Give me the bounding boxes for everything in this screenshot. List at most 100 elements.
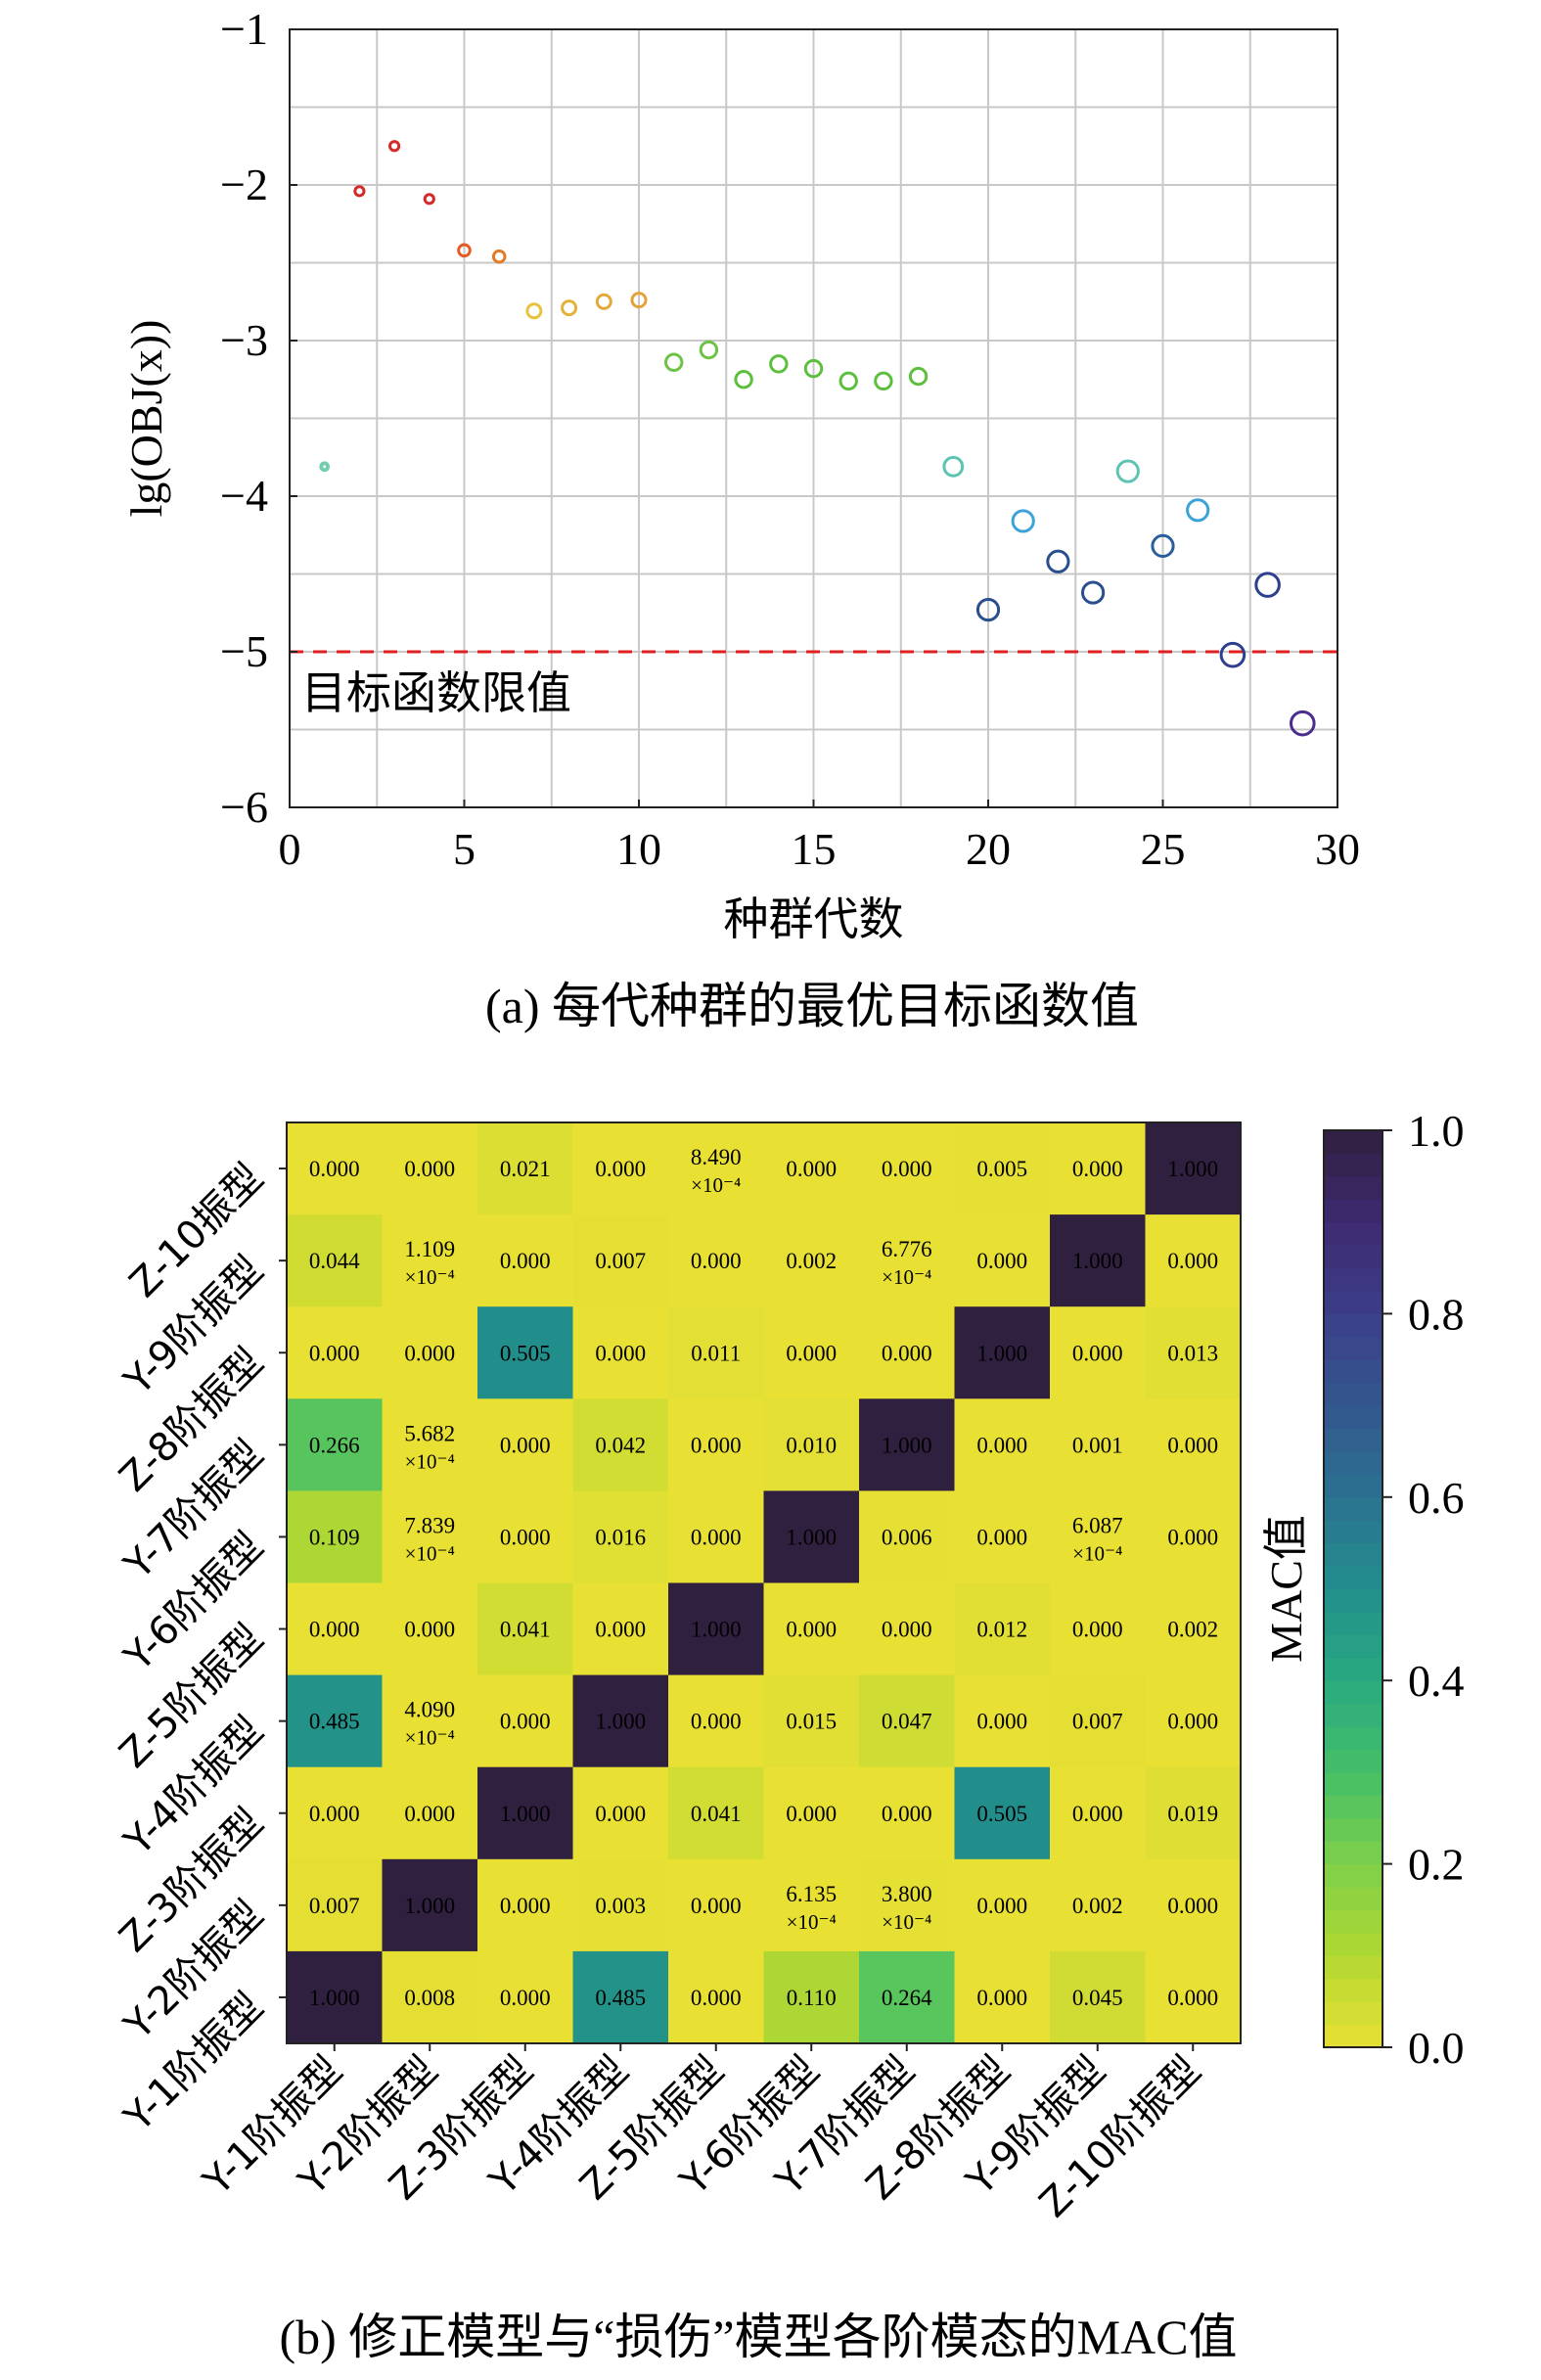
x-tick-label: 5: [453, 824, 476, 874]
cell-label: 0.000: [691, 1525, 742, 1549]
colorbar-tick-label: 0.4: [1408, 1656, 1465, 1706]
data-point: [699, 340, 719, 360]
cell-label: 0.013: [1167, 1341, 1218, 1365]
heatmap-cell: [572, 1490, 669, 1583]
cell-label: 0.001: [1072, 1433, 1123, 1457]
cell-label: 0.000: [976, 1249, 1027, 1273]
heatmap-cell: [954, 1398, 1051, 1491]
heatmap-cell: [382, 1582, 478, 1676]
heatmap-cell: [1145, 1490, 1242, 1583]
cell-label: 0.000: [595, 1618, 646, 1642]
heatmap-cell: [859, 1214, 955, 1307]
heatmap-frame: [286, 1121, 1242, 2044]
colorbar-tick-label: 0.8: [1408, 1289, 1465, 1339]
colorbar-tick-label: 1.0: [1408, 1106, 1465, 1156]
cell-label: 0.002: [1167, 1618, 1218, 1642]
x-tick-label: 0: [279, 824, 301, 874]
cell-label: 0.110: [787, 1986, 837, 2010]
cell-label: 0.000: [500, 1525, 551, 1549]
heatmap-cell: [954, 1766, 1051, 1860]
heatmap-cell: [382, 1766, 478, 1860]
heatmap-cell: [954, 1674, 1051, 1768]
cell-label: 0.044: [309, 1249, 360, 1273]
colorbar-segment: [1324, 1474, 1382, 1498]
heatmap-cell: [572, 1398, 669, 1491]
colorbar-segment: [1324, 1978, 1382, 2002]
cell-label: 0.011: [691, 1341, 741, 1365]
colorbar-segment: [1324, 1588, 1382, 1613]
cell-label: 1.000: [1167, 1157, 1218, 1181]
cell-label: 0.505: [500, 1341, 551, 1365]
colorbar-segment: [1324, 1817, 1382, 1842]
colorbar-segment: [1324, 1932, 1382, 1956]
cell-label: 0.000: [691, 1433, 742, 1457]
cell-label-exponent: ×10⁻⁴: [405, 1541, 455, 1565]
cell-label: 0.002: [786, 1249, 837, 1273]
cell-label: 0.003: [595, 1894, 646, 1918]
heatmap-cell: [668, 1122, 764, 1215]
heatmap-chart: 0.000 0.000 0.021 0.000 8.490 ×10⁻⁴ 0.000 0.000…: [112, 1106, 1465, 2364]
cell-label: 0.000: [976, 1710, 1027, 1734]
cell-label: 0.002: [1072, 1894, 1123, 1918]
cell-label: 0.000: [882, 1618, 932, 1642]
colorbar-segment: [1324, 1405, 1382, 1430]
heatmap-cell: [287, 1398, 383, 1491]
heatmap-cell: [1145, 1122, 1242, 1215]
heatmap-cell: [287, 1674, 383, 1768]
heatmap-cell: [1050, 1674, 1146, 1768]
heatmap-cell: [572, 1306, 669, 1399]
heatmap-cell: [477, 1214, 573, 1307]
colorbar-segment: [1324, 1887, 1382, 1911]
cell-label: 0.006: [882, 1525, 932, 1549]
cell-label-exponent: ×10⁻⁴: [405, 1726, 455, 1750]
colorbar-frame: [1323, 1129, 1383, 2048]
cell-label: 7.839: [404, 1513, 455, 1537]
colorbar-segment: [1324, 1245, 1382, 1269]
cell-label: 1.000: [404, 1894, 455, 1918]
cell-label: 0.000: [976, 1433, 1027, 1457]
colorbar-segment: [1324, 1267, 1382, 1292]
colorbar-segment: [1324, 1680, 1382, 1705]
heatmap-cell: [763, 1306, 860, 1399]
data-point: [769, 354, 789, 374]
data-point: [319, 461, 331, 473]
colorbar-segment: [1324, 1221, 1382, 1246]
cell-label: 0.010: [786, 1433, 837, 1457]
cell-label-exponent: ×10⁻⁴: [1072, 1541, 1122, 1565]
heatmap-cell: [668, 1582, 764, 1676]
cell-label: 0.000: [1072, 1157, 1123, 1181]
colorbar-segment: [1324, 1153, 1382, 1177]
heatmap-cell: [477, 1306, 573, 1399]
data-point: [561, 299, 578, 317]
heatmap-cell: [572, 1858, 669, 1952]
heatmap-cell: [477, 1766, 573, 1860]
y-category-labels: Z-10振型Y-9阶振型Z-8阶振型Y-7阶振型Y-6阶振型Z-5阶振型Y-4阶…: [112, 1156, 287, 2141]
cell-label: 1.000: [309, 1986, 360, 2010]
cell-label: 0.266: [309, 1433, 360, 1457]
heatmap-cell: [1050, 1766, 1146, 1860]
cell-label: 1.109: [404, 1237, 455, 1261]
heatmap-cell: [1145, 1582, 1242, 1676]
heatmap-cell: [287, 1582, 383, 1676]
cell-label: 0.000: [786, 1618, 837, 1642]
heatmap-cell: [572, 1950, 669, 2044]
cell-label: 1.000: [595, 1710, 646, 1734]
heatmap-cell: [382, 1950, 478, 2044]
cell-label: 0.000: [595, 1157, 646, 1181]
colorbar-segment: [1324, 1611, 1382, 1635]
y-tick-labels: −1 −2 −3 −4 −5 −6: [220, 4, 297, 832]
cell-label: 0.000: [595, 1341, 646, 1365]
heatmap-cell: [287, 1766, 383, 1860]
heatmap-cell: [763, 1950, 860, 2044]
caption-a: (a) 每代种群的最优目标函数值: [485, 979, 1139, 1033]
x-tick-label: 20: [966, 824, 1011, 874]
x-tick-label: 30: [1315, 824, 1360, 874]
x-tick-label: 25: [1141, 824, 1186, 874]
heatmap-cell: [382, 1858, 478, 1952]
colorbar-segment: [1324, 1359, 1382, 1384]
data-point: [1254, 572, 1281, 598]
cell-label: 0.000: [976, 1894, 1027, 1918]
heatmap-cell: [859, 1306, 955, 1399]
colorbar-segment: [1324, 1771, 1382, 1796]
colorbar-segment: [1324, 1520, 1382, 1544]
